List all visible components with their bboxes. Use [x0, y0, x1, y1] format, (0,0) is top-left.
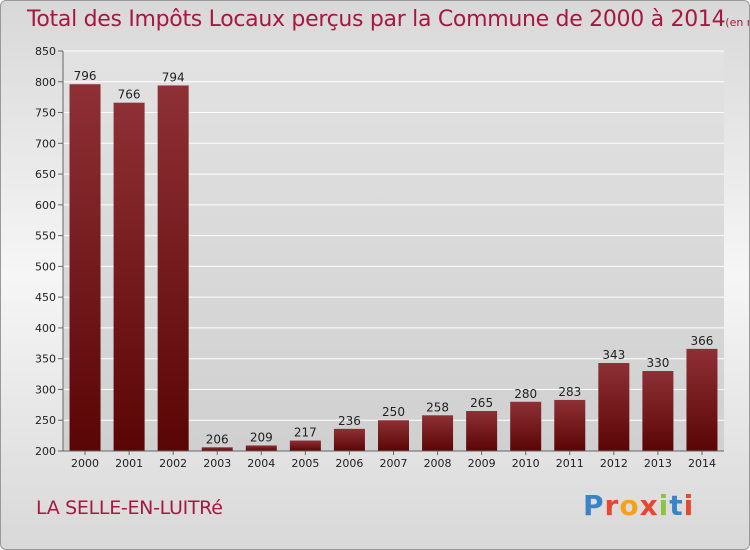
bar-2002 — [157, 85, 189, 451]
x-axis: 2000 2001 2002 2003 2004 2005 2006 2007 2008 2009… — [63, 450, 724, 470]
x-tick-label: 2010 — [512, 457, 540, 470]
bar-2013 — [642, 371, 674, 451]
bar-2011 — [554, 399, 586, 451]
value-label: 366 — [691, 334, 714, 348]
commune-name: LA SELLE-EN-LUITRé — [36, 497, 223, 519]
x-tick-label: 2009 — [468, 457, 496, 470]
bar-2007 — [378, 420, 409, 451]
value-labels: 796 766 794 206 209 217 236 250 258 265 280 283 343 3… — [74, 69, 714, 446]
x-tick-label: 2002 — [159, 457, 187, 470]
bar-2008 — [422, 415, 454, 451]
y-tick-label: 550 — [35, 230, 56, 243]
x-tick-label: 2001 — [115, 457, 143, 470]
y-tick-label: 750 — [35, 107, 56, 120]
chart-title-text: Total des Impôts Locaux perçus par la Co… — [27, 7, 726, 32]
y-tick-label: 650 — [35, 168, 56, 181]
y-tick-label: 200 — [35, 445, 56, 458]
y-tick-label: 300 — [35, 383, 56, 396]
bar-2006 — [333, 428, 365, 451]
y-tick-label: 600 — [35, 199, 56, 212]
x-tick-label: 2003 — [203, 457, 231, 470]
y-tick-label: 250 — [35, 414, 56, 427]
y-tick-label: 350 — [35, 353, 56, 366]
value-label: 265 — [470, 396, 493, 410]
x-tick-label: 2000 — [71, 457, 99, 470]
value-label: 280 — [514, 387, 537, 401]
value-label: 330 — [646, 356, 669, 370]
bar-2000 — [69, 84, 101, 451]
x-tick-label: 2005 — [291, 457, 319, 470]
x-tick-label: 2004 — [247, 457, 275, 470]
value-label: 250 — [382, 405, 405, 419]
value-label: 794 — [162, 70, 185, 84]
x-tick-label: 2008 — [424, 457, 452, 470]
value-label: 258 — [426, 400, 449, 414]
logo-letter: o — [619, 489, 640, 522]
bar-2014 — [686, 348, 718, 451]
x-tick-label: 2013 — [644, 457, 672, 470]
value-label: 217 — [294, 426, 317, 440]
y-tick-label: 500 — [35, 260, 56, 273]
y-axis: 200 250 300 350 400 450 500 550 600 650 700 750 800 8… — [35, 45, 64, 458]
logo-letter: r — [604, 489, 620, 522]
bar-2005 — [289, 440, 321, 451]
value-label: 796 — [74, 69, 97, 83]
logo-letter: P — [583, 489, 605, 522]
logo-letter: t — [669, 489, 684, 522]
x-tick-label: 2012 — [600, 457, 628, 470]
logo-letter: i — [683, 489, 695, 522]
value-label: 236 — [338, 414, 361, 428]
value-label: 206 — [206, 432, 229, 446]
y-tick-label: 800 — [35, 76, 56, 89]
bar-2012 — [598, 363, 630, 451]
bar-2010 — [510, 401, 542, 451]
bar-2009 — [466, 411, 498, 451]
bar-2004 — [245, 445, 277, 451]
bar-2003 — [201, 447, 233, 451]
y-tick-label: 450 — [35, 291, 56, 304]
proxiti-logo: Proxiti — [583, 489, 694, 522]
y-tick-label: 400 — [35, 322, 56, 335]
x-tick-label: 2007 — [380, 457, 408, 470]
logo-letter: i — [658, 489, 670, 522]
y-tick-label: 850 — [35, 45, 56, 58]
value-label: 283 — [558, 385, 581, 399]
x-tick-label: 2014 — [688, 457, 716, 470]
y-tick-label: 700 — [35, 137, 56, 150]
chart-unit: (en milliers d'€) — [725, 16, 749, 29]
chart-title: Total des Impôts Locaux perçus par la Co… — [27, 7, 749, 32]
value-label: 209 — [250, 430, 273, 444]
x-tick-label: 2006 — [335, 457, 363, 470]
bars — [69, 84, 718, 451]
value-label: 343 — [602, 348, 625, 362]
logo-letter: x — [639, 489, 659, 522]
value-label: 766 — [118, 88, 141, 102]
bar-2001 — [113, 102, 145, 451]
x-tick-label: 2011 — [556, 457, 584, 470]
